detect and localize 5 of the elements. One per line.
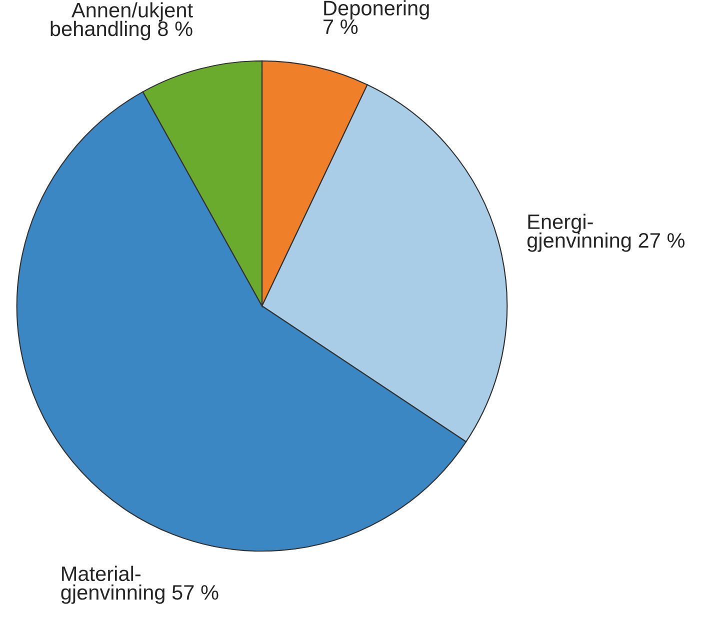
slice-label: Deponering xyxy=(324,0,429,20)
slice-label: Energi- gjenvinning 27 % xyxy=(527,214,685,252)
slice-label: Material- gjenvinning 57 % xyxy=(61,566,218,604)
slice-label: Annen/ukjent behandling 8 % xyxy=(50,2,193,40)
data-label: 7 % xyxy=(324,19,358,34)
